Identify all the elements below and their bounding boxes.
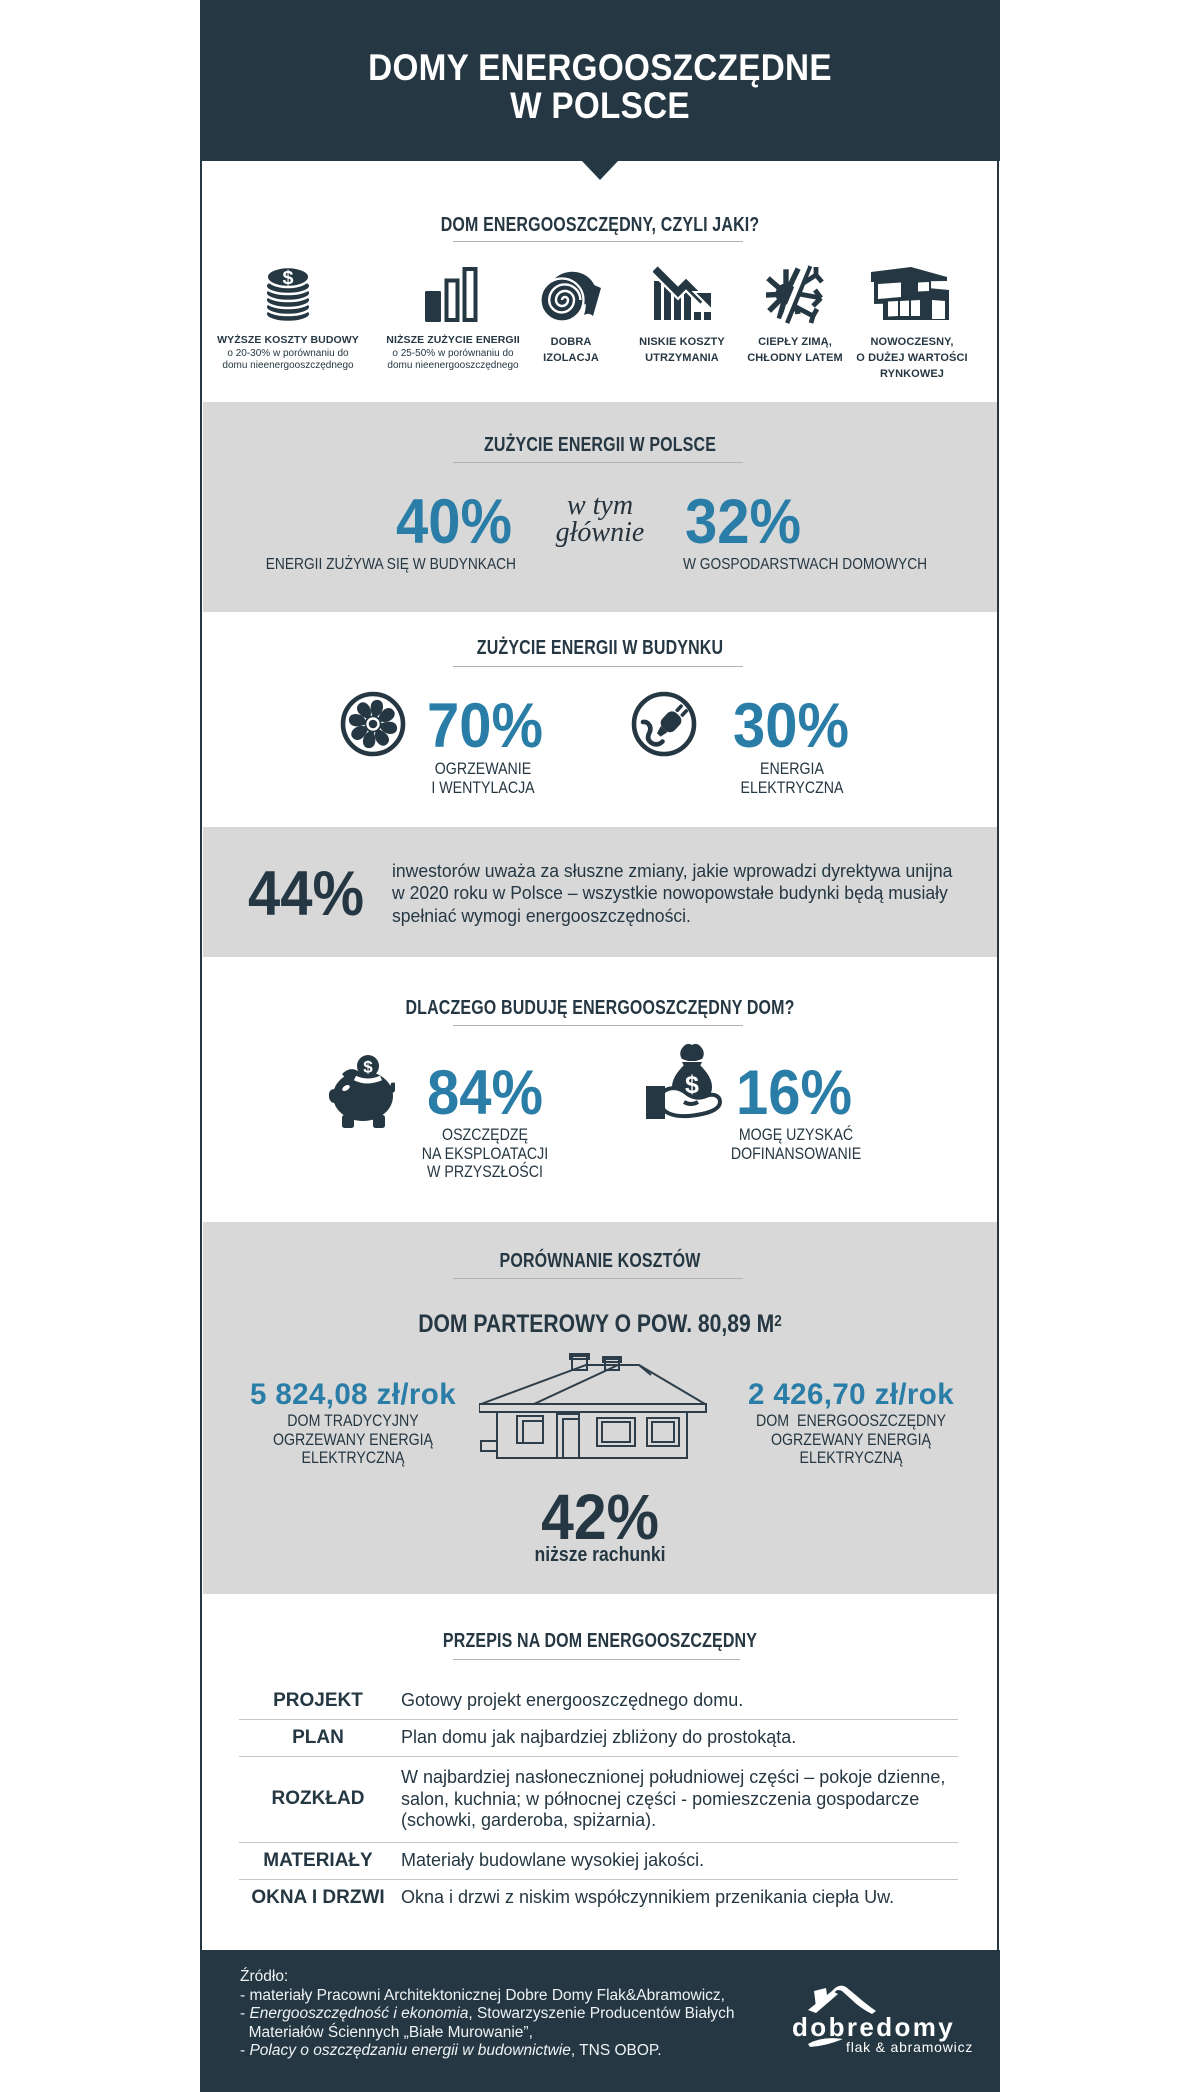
svg-text:$: $ <box>363 1058 373 1077</box>
svg-text:$: $ <box>283 267 294 289</box>
svg-text:$: $ <box>685 1071 699 1099</box>
